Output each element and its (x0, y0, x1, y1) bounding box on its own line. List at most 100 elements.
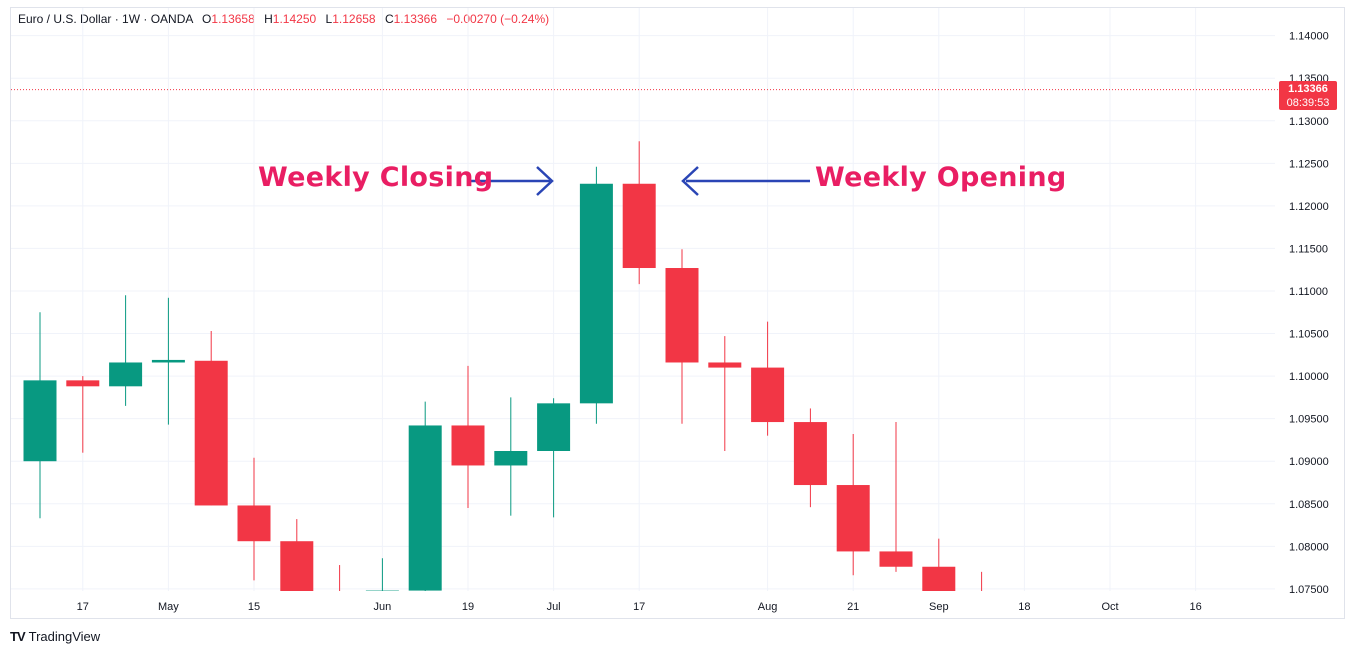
candle[interactable] (922, 538, 956, 632)
candle-body (836, 485, 870, 552)
candle[interactable] (365, 558, 399, 631)
x-tick-label: 21 (847, 601, 859, 613)
candle-body (109, 362, 143, 387)
x-tick-label: Aug (758, 601, 778, 613)
time-axis[interactable]: 17 May 15 Jun 19 Jul 17 Aug 21 Sep 18 Oct 16 (77, 601, 1202, 613)
close-label: C (384, 12, 394, 26)
candle-body (965, 597, 998, 614)
x-tick-label: Sep (929, 601, 949, 613)
y-tick-label: 1.08500 (1289, 499, 1329, 511)
change-value: −0.00270 (−0.24%) (446, 12, 550, 26)
x-tick-label: May (158, 601, 179, 613)
candle[interactable] (237, 457, 271, 581)
candle[interactable] (879, 422, 913, 572)
grid (11, 8, 1275, 591)
x-tick-label: 19 (462, 601, 474, 613)
y-tick-label: 1.11500 (1289, 243, 1328, 255)
low-label: L (325, 12, 333, 26)
candle[interactable] (109, 295, 143, 406)
y-tick-label: 1.12000 (1289, 201, 1329, 213)
y-tick-label: 1.12500 (1289, 158, 1329, 170)
x-tick-label: 17 (633, 601, 645, 613)
x-tick-label: Jul (547, 601, 561, 613)
candle[interactable] (793, 408, 827, 508)
price-axis[interactable]: 1.07500 1.08000 1.08500 1.09000 1.09500 1.100… (1289, 31, 1329, 596)
candle-body (365, 590, 399, 591)
candle[interactable] (151, 297, 185, 425)
candle-body (622, 183, 656, 269)
candle-body (879, 551, 913, 567)
candles (23, 141, 998, 632)
candle-body (280, 541, 314, 591)
candle[interactable] (323, 565, 356, 631)
candle[interactable] (451, 365, 485, 509)
candle-body (708, 362, 742, 368)
candle[interactable] (66, 376, 100, 453)
y-tick-label: 1.09500 (1289, 414, 1329, 426)
x-tick-label: 17 (77, 601, 89, 613)
candle[interactable] (408, 401, 442, 593)
candle-body (66, 380, 100, 387)
x-tick-label: 15 (248, 601, 260, 613)
opening-arrow-head (681, 166, 699, 196)
candle-body (408, 425, 442, 591)
candle-body (237, 505, 271, 542)
x-tick-label: 18 (1018, 601, 1030, 613)
y-tick-label: 1.11000 (1289, 286, 1328, 298)
candle[interactable] (622, 141, 656, 285)
candle[interactable] (23, 312, 57, 519)
y-tick-label: 1.13000 (1289, 116, 1329, 128)
last-price-value: 1.13366 (1288, 83, 1328, 95)
x-tick-label: Oct (1101, 601, 1118, 613)
candle-body (793, 422, 827, 486)
weekly-opening-annotation: Weekly Opening (815, 162, 1067, 193)
candle-body (665, 268, 699, 363)
chart-frame (10, 7, 1345, 619)
y-tick-label: 1.14000 (1289, 31, 1329, 43)
y-tick-label: 1.10500 (1289, 329, 1329, 341)
candle-body (194, 360, 228, 506)
bar-countdown: 08:39:53 (1286, 97, 1330, 109)
candle[interactable] (280, 519, 314, 597)
candle[interactable] (836, 433, 870, 576)
candle-body (23, 380, 57, 462)
candle[interactable] (965, 571, 998, 632)
high-label: H (264, 12, 273, 26)
candle[interactable] (708, 336, 742, 451)
x-tick-label: 16 (1189, 601, 1201, 613)
candle[interactable] (194, 330, 228, 506)
candle-body (537, 403, 571, 451)
annotation-arrows (468, 166, 810, 196)
tradingview-brand[interactable]: TV TradingView (10, 629, 100, 644)
symbol-legend: Euro / U.S. Dollar · 1W · OANDA O1.13658… (18, 12, 549, 26)
symbol-title[interactable]: Euro / U.S. Dollar · 1W · OANDA (18, 12, 193, 26)
high-value: 1.14250 (272, 12, 317, 26)
y-tick-label: 1.10000 (1289, 371, 1329, 383)
low-value: 1.12658 (332, 12, 376, 26)
candle[interactable] (751, 321, 785, 436)
y-tick-label: 1.08000 (1289, 541, 1329, 553)
last-price-badge: 1.13366 08:39:53 (1279, 81, 1337, 110)
close-value: 1.13366 (393, 12, 438, 26)
y-tick-label: 1.09000 (1289, 456, 1329, 468)
tradingview-logo-icon: TV (10, 629, 26, 644)
brand-name: TradingView (28, 629, 101, 644)
candle-body (451, 425, 485, 466)
open-label: O (202, 12, 212, 26)
open-value: 1.13658 (211, 12, 255, 26)
candle-body (323, 597, 356, 601)
candle-body (494, 450, 528, 466)
x-tick-label: Jun (374, 601, 392, 613)
y-tick-label: 1.07500 (1289, 584, 1329, 596)
candle-body (922, 566, 956, 591)
weekly-closing-annotation: Weekly Closing (258, 162, 494, 193)
candle[interactable] (537, 398, 571, 518)
candle[interactable] (665, 249, 699, 424)
candle-body (579, 183, 613, 404)
candle[interactable] (579, 166, 613, 424)
candle-body (151, 359, 185, 363)
candle[interactable] (494, 397, 528, 516)
candle-body (751, 367, 785, 423)
closing-arrow-head (536, 166, 554, 196)
